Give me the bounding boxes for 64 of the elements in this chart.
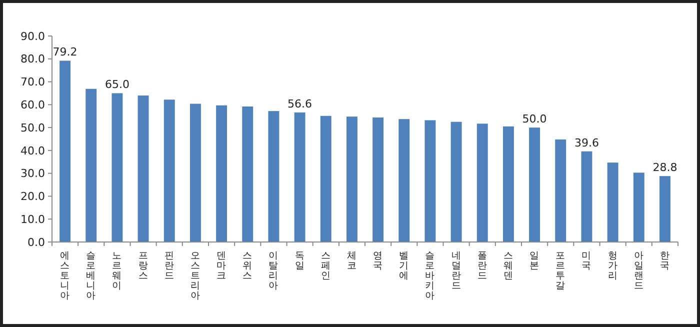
bar: [294, 112, 306, 242]
bar: [476, 124, 488, 242]
y-tick-label: 30.0: [20, 167, 45, 180]
x-tick-label: 포르투갈: [556, 250, 566, 292]
bar: [372, 117, 384, 242]
data-label: 39.6: [574, 136, 599, 150]
bar: [502, 126, 514, 242]
x-tick-label: 노르웨이: [112, 250, 122, 292]
x-tick-label: 체코: [346, 250, 357, 272]
x-tick-label: 폴란드: [477, 250, 488, 282]
x-tick-label: 헝가리: [608, 250, 618, 282]
bar: [607, 162, 618, 242]
x-tick-label: 에스토니아: [60, 250, 70, 302]
bar: [633, 172, 644, 242]
bar: [216, 105, 228, 242]
bar: [138, 96, 149, 242]
bar: [529, 128, 540, 242]
x-tick-label: 스위스: [242, 250, 253, 282]
x-tick-label: 프랑스: [138, 250, 148, 282]
y-tick-label: 80.0: [20, 52, 45, 66]
x-tick-label: 핀란드: [164, 250, 174, 282]
x-tick-label: 한국: [660, 250, 670, 272]
x-tick-label: 벨기에: [399, 250, 410, 282]
y-tick-label: 0.0: [28, 236, 45, 249]
bar: [164, 100, 175, 242]
data-label: 65.0: [104, 78, 130, 92]
data-label: 50.0: [522, 112, 547, 126]
x-tick-label: 일본: [530, 250, 540, 272]
bar: [268, 111, 280, 242]
bar: [60, 60, 71, 242]
y-tick-label: 70.0: [20, 76, 45, 89]
bar: [86, 88, 97, 242]
y-tick-label: 60.0: [20, 98, 45, 112]
x-tick-label: 영국: [373, 250, 384, 272]
x-tick-label: 이탈리아: [268, 250, 279, 292]
y-tick-label: 40.0: [20, 144, 45, 158]
bar: [242, 106, 254, 242]
bar: [659, 176, 670, 242]
bar: [398, 119, 410, 242]
x-tick-label: 독일: [294, 250, 305, 272]
x-tick-label: 스페인: [320, 250, 331, 282]
data-label: 79.2: [52, 46, 78, 59]
data-label: 56.6: [288, 97, 312, 110]
bar: [190, 104, 201, 242]
x-tick-label: 슬로바키아: [425, 250, 436, 302]
y-tick-label: 20.0: [20, 190, 45, 204]
x-tick-label: 아일랜드: [634, 250, 644, 292]
bar: [581, 151, 592, 242]
bar: [555, 139, 566, 242]
data-label: 28.8: [652, 161, 678, 174]
bar: [450, 122, 462, 242]
bar: [424, 120, 436, 242]
x-tick-label: 미국: [582, 250, 592, 272]
y-tick-label: 90.0: [20, 30, 45, 43]
bar: [320, 116, 332, 242]
bar: [346, 116, 358, 242]
x-tick-label: 덴마크: [216, 250, 227, 282]
y-tick-label: 10.0: [20, 212, 45, 226]
y-tick-label: 50.0: [20, 121, 45, 134]
bar: [112, 93, 123, 242]
x-tick-label: 슬로베니아: [86, 250, 96, 302]
x-tick-label: 스웨덴: [503, 250, 514, 282]
x-tick-label: 네덜란드: [451, 250, 462, 292]
x-tick-label: 오스트리아: [190, 250, 200, 302]
